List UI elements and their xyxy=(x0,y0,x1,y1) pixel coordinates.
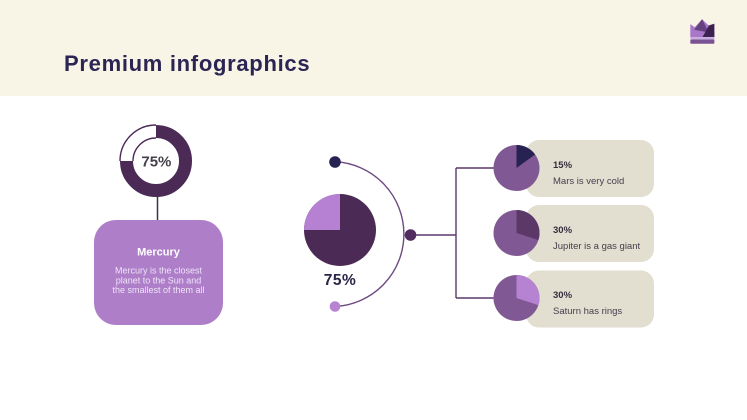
svg-text:Mars is very cold: Mars is very cold xyxy=(553,176,624,187)
svg-text:Premium infographics: Premium infographics xyxy=(64,51,310,76)
svg-text:75%: 75% xyxy=(141,154,171,171)
svg-text:30%: 30% xyxy=(553,225,573,236)
svg-text:Mercury: Mercury xyxy=(137,247,181,259)
svg-text:Saturn has rings: Saturn has rings xyxy=(553,306,622,317)
svg-text:Jupiter is a gas giant: Jupiter is a gas giant xyxy=(553,241,640,252)
svg-text:planet to the Sun and: planet to the Sun and xyxy=(116,275,202,285)
svg-text:15%: 15% xyxy=(553,160,573,171)
svg-text:75%: 75% xyxy=(324,272,357,289)
svg-text:30%: 30% xyxy=(553,290,573,301)
svg-text:the smallest of them all: the smallest of them all xyxy=(112,285,204,295)
svg-text:Mercury is the closest: Mercury is the closest xyxy=(115,266,203,276)
